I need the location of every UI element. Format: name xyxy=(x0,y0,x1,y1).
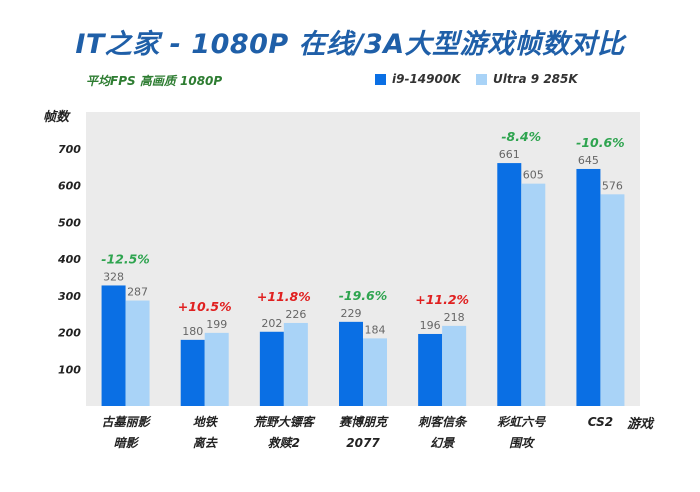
bar-value-label: 180 xyxy=(182,325,203,338)
y-tick-label: 400 xyxy=(57,253,81,266)
bar-i9 xyxy=(418,333,443,406)
diff-label: +11.8% xyxy=(257,289,311,304)
category-label: 救赎2 xyxy=(268,436,300,450)
bar-value-label: 226 xyxy=(285,308,306,321)
category-label: 彩虹六号 xyxy=(497,415,546,429)
bar-i9 xyxy=(180,339,205,406)
bar-ultra9 xyxy=(600,194,625,406)
bar-value-label: 202 xyxy=(261,317,282,330)
category-label: 古墓丽影 xyxy=(102,415,152,429)
legend-swatch-ultra9 xyxy=(476,73,487,85)
category-label: 离去 xyxy=(193,436,218,450)
category-label: 暗影 xyxy=(114,436,140,450)
bar-value-label: 287 xyxy=(127,286,148,299)
category-label: CS2 xyxy=(588,415,613,429)
bar-value-label: 184 xyxy=(365,323,386,336)
y-tick-label: 100 xyxy=(58,363,81,376)
bar-value-label: 661 xyxy=(499,148,520,161)
category-label: 2077 xyxy=(346,436,380,450)
category-label: 刺客信条 xyxy=(418,415,468,429)
bar-i9 xyxy=(576,168,601,406)
legend-item-i9: i9-14900K xyxy=(375,72,461,86)
bar-ultra9 xyxy=(521,183,546,406)
bar-value-label: 196 xyxy=(420,319,441,332)
y-tick-label: 300 xyxy=(58,290,81,303)
y-tick-label: 500 xyxy=(58,216,81,229)
category-label: 赛博朋克 xyxy=(339,415,389,429)
x-axis-label: 游戏 xyxy=(627,417,654,432)
legend-label-ultra9: Ultra 9 285K xyxy=(493,72,578,86)
legend-item-ultra9: Ultra 9 285K xyxy=(476,72,578,86)
diff-label: -8.4% xyxy=(501,129,541,144)
bar-value-label: 199 xyxy=(206,318,227,331)
bar-value-label: 218 xyxy=(444,311,465,324)
bar-ultra9 xyxy=(125,300,150,406)
bar-i9 xyxy=(259,331,284,406)
bar-ultra9 xyxy=(442,325,467,406)
bar-value-label: 229 xyxy=(341,307,362,320)
diff-label: -19.6% xyxy=(339,288,388,303)
bar-ultra9 xyxy=(363,338,387,406)
diff-label: +10.5% xyxy=(178,299,232,314)
y-tick-label: 700 xyxy=(58,143,81,156)
y-tick-label: 200 xyxy=(58,327,81,340)
y-axis-label: 帧数 xyxy=(43,110,70,125)
diff-label: +11.2% xyxy=(415,292,469,307)
bar-ultra9 xyxy=(283,322,308,406)
legend-label-i9: i9-14900K xyxy=(392,72,461,86)
diff-label: -10.6% xyxy=(576,135,625,150)
bar-value-label: 605 xyxy=(523,169,544,182)
diff-label: -12.5% xyxy=(101,251,150,266)
category-label: 地铁 xyxy=(193,415,219,429)
chart-subtitle: 平均FPS 高画质 1080P xyxy=(86,74,223,88)
bar-ultra9 xyxy=(204,332,229,406)
bar-value-label: 645 xyxy=(578,154,599,167)
category-label: 荒野大镖客 xyxy=(253,415,316,429)
y-tick-label: 600 xyxy=(58,180,81,193)
bar-value-label: 328 xyxy=(103,270,124,283)
category-label: 幻景 xyxy=(430,436,455,450)
bar-value-label: 576 xyxy=(602,179,623,192)
chart-title: IT之家 - 1080P 在线/3A大型游戏帧数对比 xyxy=(75,29,625,60)
legend-swatch-i9 xyxy=(375,73,386,85)
category-label: 围攻 xyxy=(509,436,535,450)
bar-i9 xyxy=(339,321,363,406)
bar-i9 xyxy=(101,285,126,406)
bar-i9 xyxy=(497,163,522,406)
